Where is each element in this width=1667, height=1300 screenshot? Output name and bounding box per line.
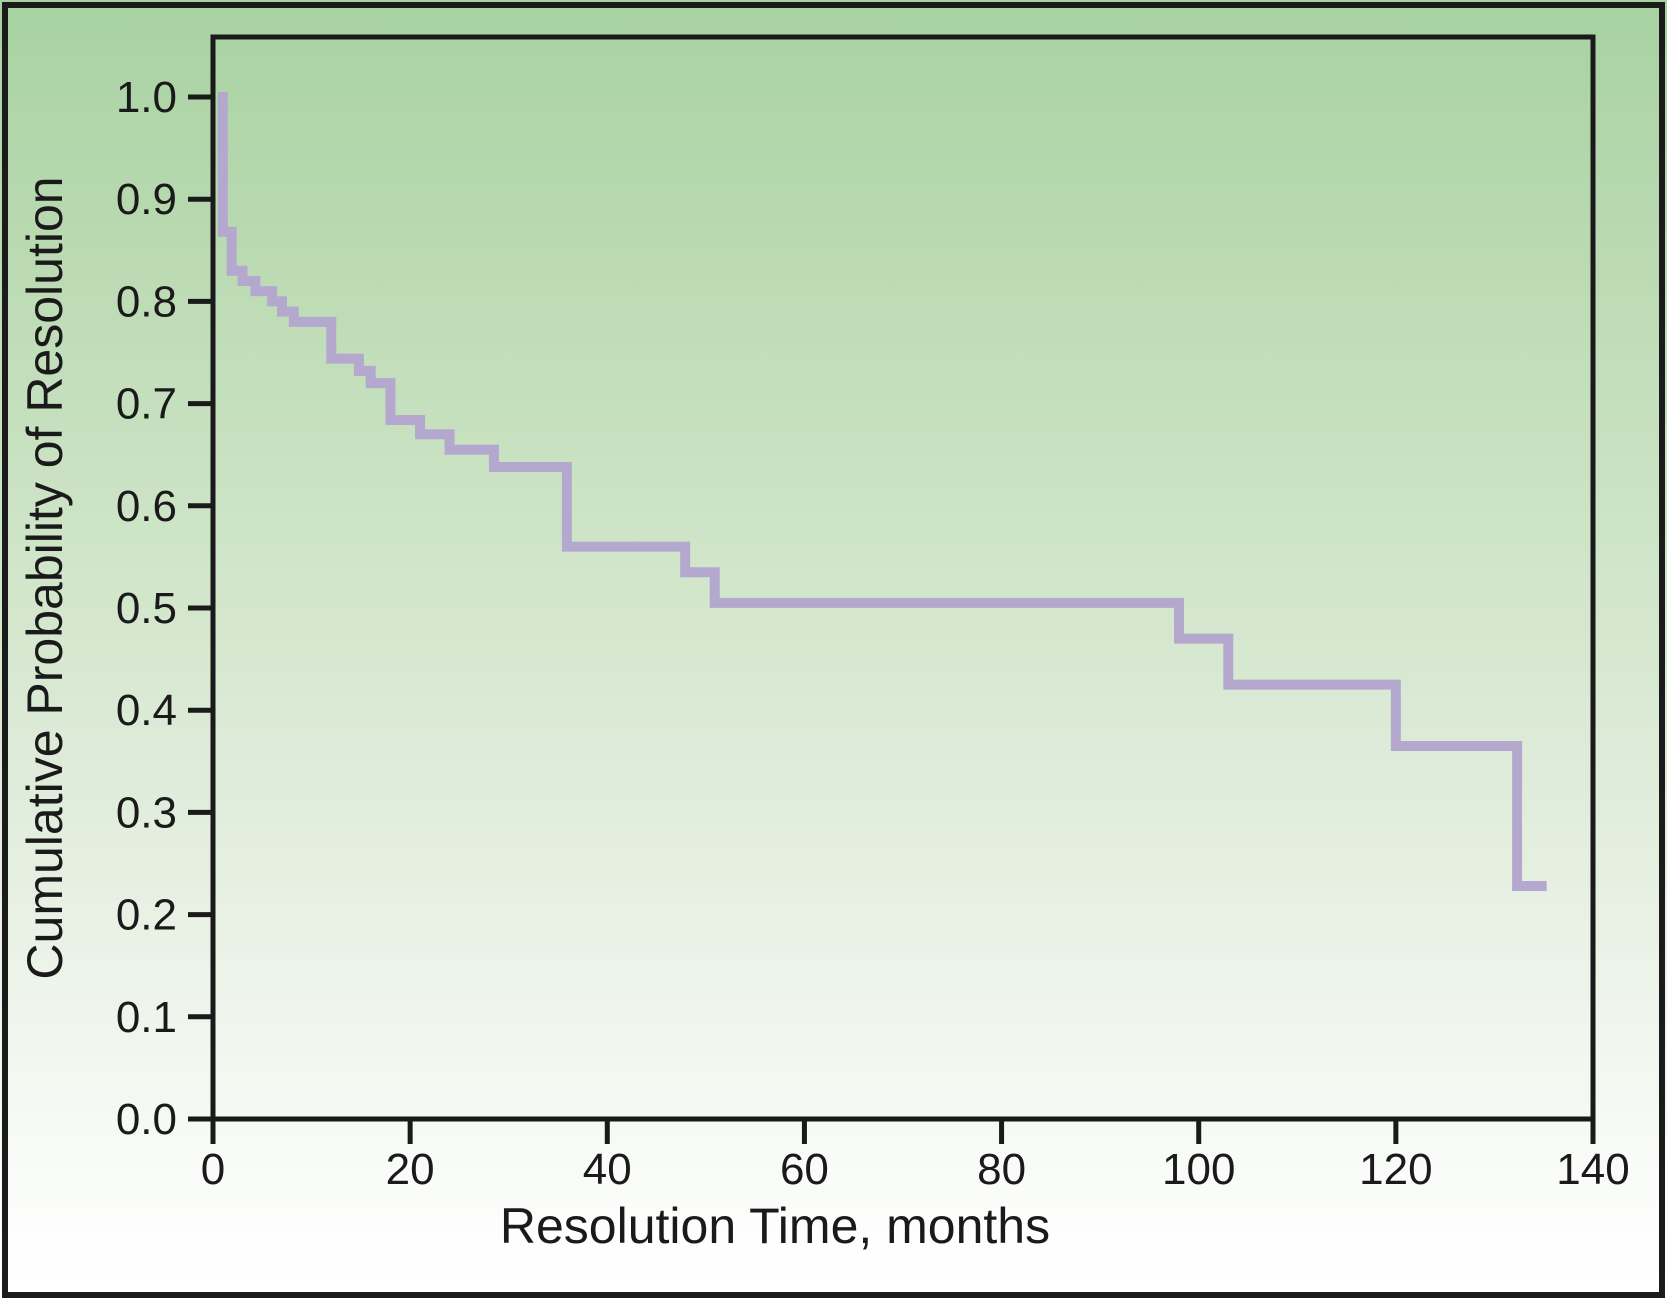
x-tick-label: 20 xyxy=(386,1145,435,1194)
y-tick-label: 0.5 xyxy=(116,584,177,633)
x-tick-label: 100 xyxy=(1162,1145,1235,1194)
y-tick-label: 0.1 xyxy=(116,993,177,1042)
y-tick-label: 0.7 xyxy=(116,380,177,429)
x-tick-label: 80 xyxy=(977,1145,1026,1194)
x-axis-title: Resolution Time, months xyxy=(500,1198,1050,1254)
y-tick-label: 1.0 xyxy=(116,73,177,122)
y-tick-label: 0.4 xyxy=(116,686,177,735)
plot-box xyxy=(210,34,1596,1122)
y-tick-label: 0.0 xyxy=(116,1095,177,1144)
y-tick-label: 0.6 xyxy=(116,482,177,531)
survival-step-curve xyxy=(217,92,1547,891)
y-tick-label: 0.3 xyxy=(116,788,177,837)
y-axis-title: Cumulative Probability of Resolution xyxy=(17,176,73,979)
x-tick-label: 40 xyxy=(583,1145,632,1194)
y-tick-label: 0.2 xyxy=(116,891,177,940)
x-tick-label: 0 xyxy=(201,1145,225,1194)
y-tick-label: 0.9 xyxy=(116,175,177,224)
x-tick-label: 140 xyxy=(1556,1145,1629,1194)
x-tick-label: 60 xyxy=(780,1145,829,1194)
x-tick-label: 120 xyxy=(1359,1145,1432,1194)
y-tick-label: 0.8 xyxy=(116,277,177,326)
